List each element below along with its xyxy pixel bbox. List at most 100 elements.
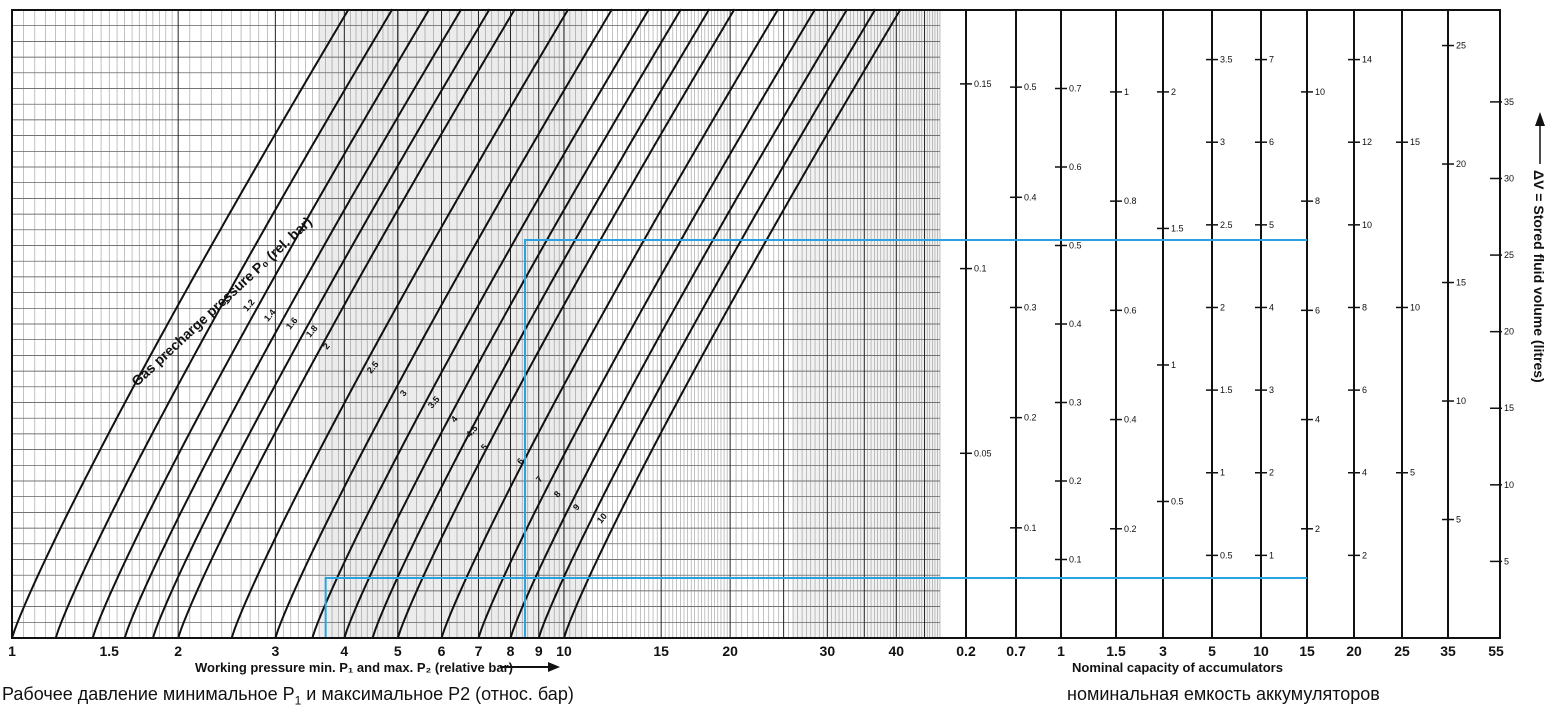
capacity-bottom-label: 1.5 <box>1106 643 1126 659</box>
x-axis-label: Working pressure min. P₁ and max. P₂ (re… <box>195 660 513 675</box>
capacity-tick-label: 0.3 <box>1024 302 1037 312</box>
precharge-curve <box>396 8 736 639</box>
x-axis-arrow <box>500 662 560 672</box>
capacity-tick-label: 0.2 <box>1069 476 1082 486</box>
x-tick-label: 40 <box>889 643 905 659</box>
capacity-axis-label: Nominal capacity of accumulators <box>1072 660 1283 675</box>
capacity-tick-label: 3 <box>1269 385 1274 395</box>
capacity-tick-label: 0.2 <box>1124 524 1137 534</box>
capacity-tick-label: 7 <box>1269 55 1274 65</box>
plot-frame <box>11 9 1501 639</box>
capacity-tick-label: 5 <box>1410 468 1415 478</box>
example-line-p1 <box>324 577 1307 638</box>
capacity-tick-label: 0.6 <box>1069 162 1082 172</box>
curve-label: 4 <box>449 414 460 424</box>
capacity-bottom-label: 15 <box>1299 643 1315 659</box>
precharge-curve <box>477 8 817 639</box>
precharge-curve <box>123 8 463 639</box>
curve-label: 3 <box>398 388 409 398</box>
curve-label: 9 <box>571 502 582 512</box>
example-line-p2 <box>524 239 1307 638</box>
capacity-tick-label: 0.1 <box>1024 523 1037 533</box>
capacity-tick-label: 5 <box>1456 515 1461 525</box>
precharge-curve <box>274 8 613 639</box>
capacity-tick-label: 6 <box>1269 137 1274 147</box>
capacity-tick-label: 15 <box>1504 403 1514 413</box>
curve-label: 10 <box>595 511 609 525</box>
capacity-tick-label: 10 <box>1362 220 1372 230</box>
capacity-tick-label: 30 <box>1504 173 1514 183</box>
right-axis-label: ΔV = Stored fluid volume (litres) <box>1531 170 1547 383</box>
capacity-bottom-label: 20 <box>1346 643 1362 659</box>
capacity-tick-label: 0.2 <box>1024 413 1037 423</box>
capacity-tick-label: 25 <box>1504 250 1514 260</box>
curve-label: 1 <box>221 296 232 306</box>
x-tick-label: 7 <box>475 643 483 659</box>
capacity-bottom-label: 55 <box>1488 643 1504 659</box>
x-tick-label: 1 <box>8 643 16 659</box>
capacity-tick-label: 8 <box>1362 302 1367 312</box>
capacity-tick-label: 0.4 <box>1024 192 1037 202</box>
capacity-tick-label: 20 <box>1504 327 1514 337</box>
caption-left-main: Рабочее давление минимальное P <box>2 684 295 704</box>
capacity-tick-label: 6 <box>1315 305 1320 315</box>
x-tick-label: 4 <box>340 643 348 659</box>
capacity-tick-label: 0.5 <box>1220 550 1233 560</box>
precharge-curve <box>230 8 570 639</box>
capacity-tick-label: 4 <box>1362 468 1367 478</box>
precharge-curve <box>91 8 431 639</box>
capacity-tick-label: 35 <box>1504 97 1514 107</box>
capacity-tick-label: 1 <box>1220 468 1225 478</box>
capacity-tick-label: 15 <box>1456 278 1466 288</box>
x-tick-label: 10 <box>556 643 572 659</box>
curve-label: 8 <box>552 489 563 499</box>
precharge-curve <box>563 8 902 639</box>
capacity-bottom-label: 0.2 <box>956 643 976 659</box>
x-tick-label: 6 <box>438 643 446 659</box>
capacity-bottom-label: 10 <box>1253 643 1269 659</box>
russian-caption-left: Рабочее давление минимальное P1 и максим… <box>2 684 574 708</box>
precharge-curve <box>343 8 682 639</box>
capacity-tick-label: 14 <box>1362 55 1372 65</box>
capacity-tick-label: 1.5 <box>1220 385 1233 395</box>
x-tick-label: 20 <box>722 643 738 659</box>
curve-label: 6 <box>515 456 526 466</box>
x-tick-labels: 1 1.5 2 3 4 5 6 7 8 9 10 15 20 30 40 <box>8 643 904 659</box>
precharge-curve <box>509 8 849 639</box>
capacity-tick-label: 0.1 <box>1069 555 1082 565</box>
precharge-curve <box>151 8 491 639</box>
capacity-tick-label: 0.6 <box>1124 305 1137 315</box>
x-tick-label: 8 <box>507 643 515 659</box>
capacity-tick-label: 5 <box>1504 556 1509 566</box>
capacity-tick-label: 2 <box>1315 524 1320 534</box>
caption-left-rest: и максимальное P2 (относ. бар) <box>301 684 574 704</box>
capacity-tick-label: 0.4 <box>1069 319 1082 329</box>
capacity-tick-label: 0.05 <box>974 448 992 458</box>
capacity-tick-label: 0.8 <box>1124 196 1137 206</box>
capacity-tick-label: 20 <box>1456 159 1466 169</box>
capacity-tick-label: 8 <box>1315 196 1320 206</box>
x-tick-label: 30 <box>820 643 836 659</box>
grid <box>11 9 941 639</box>
capacity-tick-label: 4 <box>1269 302 1274 312</box>
precharge-curves <box>11 8 902 639</box>
capacity-tick-label: 10 <box>1315 87 1325 97</box>
capacity-tick-label: 10 <box>1504 480 1514 490</box>
capacity-tick-label: 0.5 <box>1069 241 1082 251</box>
capacity-tick-label: 10 <box>1410 302 1420 312</box>
precharge-curve <box>54 8 394 639</box>
capacity-tick-label: 1 <box>1269 550 1274 560</box>
russian-caption-right: номинальная емкость аккумуляторов <box>1067 684 1380 704</box>
capacity-tick-label: 2.5 <box>1220 220 1233 230</box>
right-axis-arrow <box>1535 112 1545 164</box>
capacity-bottom-label: 25 <box>1394 643 1410 659</box>
capacity-tick-label: 3.5 <box>1220 55 1233 65</box>
capacity-tick-label: 0.1 <box>974 264 987 274</box>
capacity-tick-label: 1.5 <box>1171 223 1184 233</box>
curve-label: 2 <box>321 341 332 351</box>
x-tick-label: 5 <box>394 643 402 659</box>
x-tick-label: 3 <box>271 643 279 659</box>
capacity-bottom-label: 35 <box>1440 643 1456 659</box>
capacity-tick-label: 6 <box>1362 385 1367 395</box>
